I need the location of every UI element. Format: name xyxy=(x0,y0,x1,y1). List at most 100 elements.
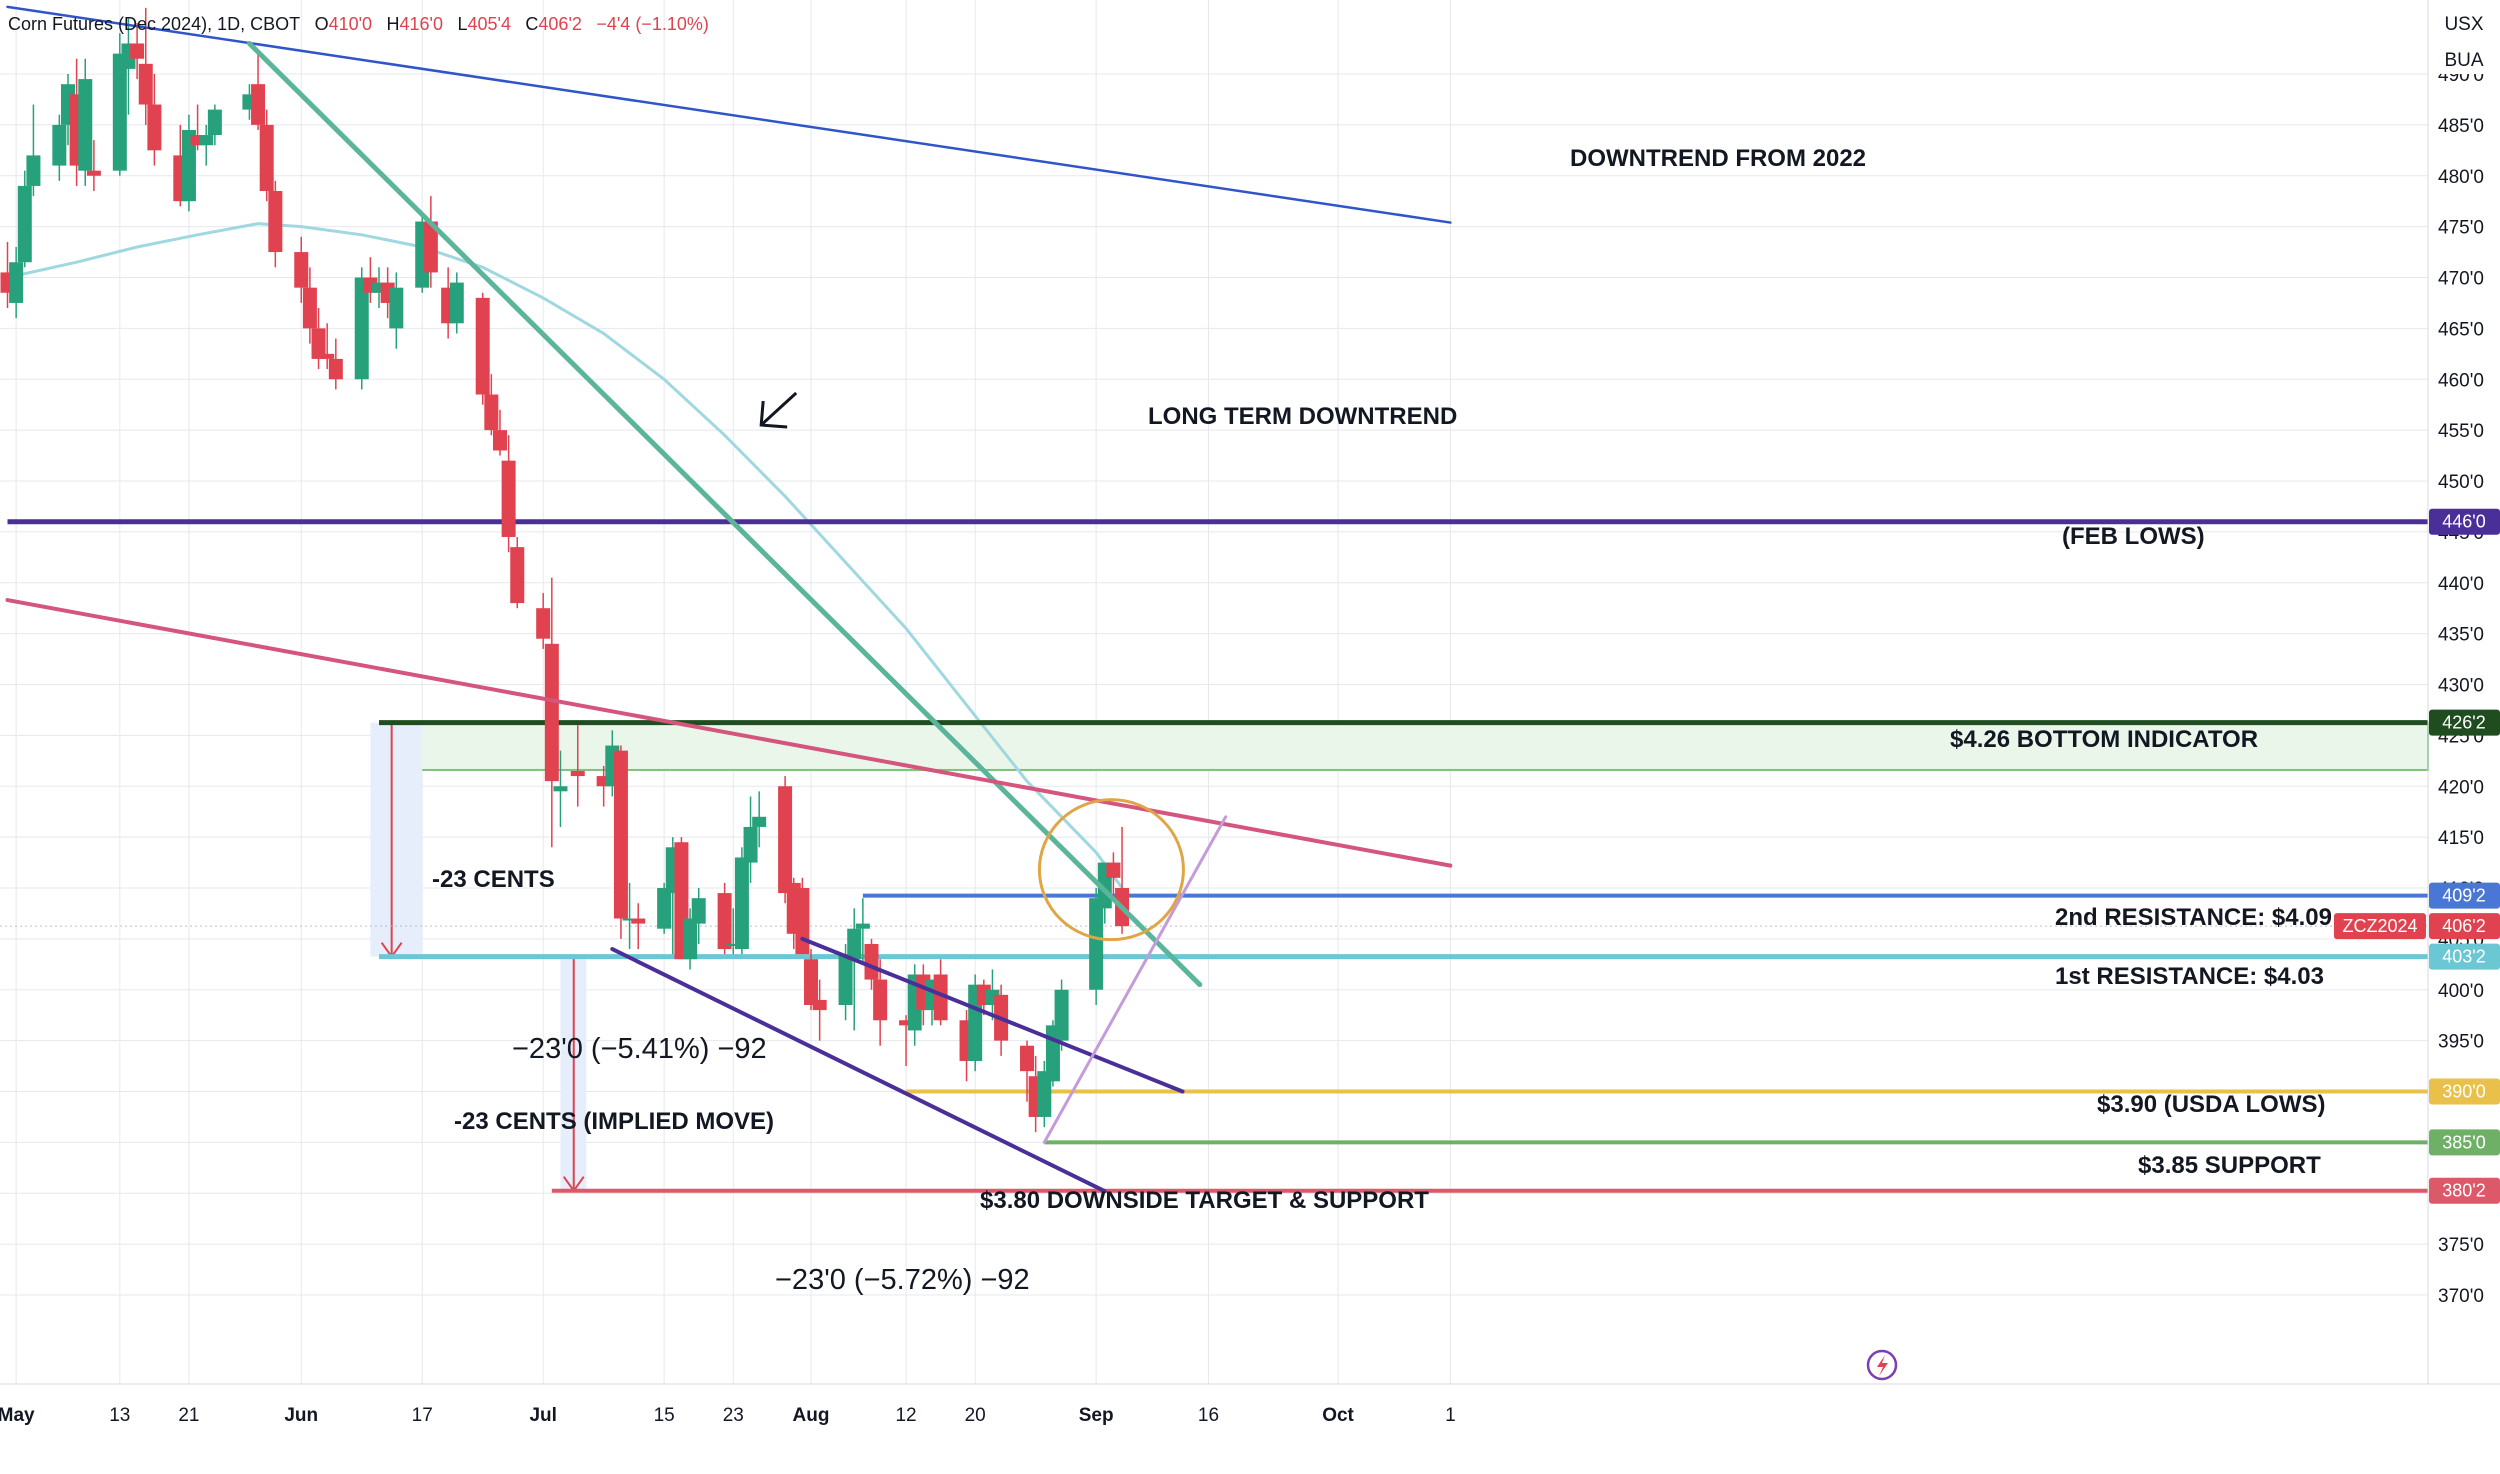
time-axis[interactable]: May 13 21 Jun 17 Jul 15 23 Aug 12 20 Sep 16 Oct 1 xyxy=(0,1405,1456,1426)
price-tick-label: 450'0 xyxy=(2438,472,2484,493)
time-tick-label: Aug xyxy=(793,1405,830,1426)
price-label-feb-lows xyxy=(2429,508,2500,535)
measure-label-1: −23'0 (−5.41%) −92 xyxy=(512,1033,767,1065)
candle-body xyxy=(1054,989,1069,1041)
candle-body xyxy=(726,943,741,946)
candle-body xyxy=(147,104,162,151)
price-axis[interactable]: 490'0485'0480'0475'0470'0465'0460'0455'0… xyxy=(2438,65,2484,1307)
annotation-feb-lows: (FEB LOWS) xyxy=(2062,523,2205,550)
price-label-usda-lows xyxy=(2429,1078,2500,1105)
header-low-value: 405'4 xyxy=(467,14,510,34)
candle-body xyxy=(553,786,568,792)
candle-body xyxy=(1106,862,1121,878)
trendline-pink-trendline xyxy=(5,598,1453,868)
candle-body xyxy=(130,43,145,59)
price-tick-label: 460'0 xyxy=(2438,370,2484,391)
price-tick-label: 420'0 xyxy=(2438,777,2484,798)
pointer-arrow-shaft xyxy=(760,391,798,427)
candle-body xyxy=(657,888,672,929)
candle-body xyxy=(501,460,516,537)
candle-body xyxy=(449,282,464,324)
header-open-label: O xyxy=(315,14,329,34)
candle-body xyxy=(52,124,67,166)
price-tick-label: 370'0 xyxy=(2438,1286,2484,1307)
candle-body xyxy=(86,170,101,176)
candle-body xyxy=(9,262,24,303)
candle-body xyxy=(112,53,127,171)
symbol-tag-box xyxy=(2334,913,2426,940)
trendline-channel-upper xyxy=(800,936,1185,1094)
annotation-long-term-downtrend: LONG TERM DOWNTREND xyxy=(1148,403,1457,430)
time-tick-label: 20 xyxy=(965,1405,986,1426)
lightning-icon[interactable] xyxy=(1866,1349,1898,1381)
annotation-minus-23-implied: -23 CENTS (IMPLIED MOVE) xyxy=(454,1108,774,1135)
candle-body xyxy=(475,297,490,395)
time-tick-label: 15 xyxy=(654,1405,675,1426)
price-tick-label: 375'0 xyxy=(2438,1235,2484,1256)
header-close-label: C xyxy=(525,14,538,34)
price-label-text-usda-lows: 390'0 xyxy=(2442,1082,2485,1102)
measure-label-2: −23'0 (−5.72%) −92 xyxy=(775,1264,1030,1296)
candle-body xyxy=(570,770,585,777)
candle-body xyxy=(743,826,758,863)
header-symbol: Corn Futures (Dec 2024), 1D, CBOT xyxy=(8,14,300,34)
highlight-zone-layer xyxy=(395,722,2429,771)
candle-body xyxy=(1089,898,1104,990)
moving-average-layer xyxy=(7,222,1124,889)
candle-body xyxy=(734,857,749,950)
price-label-resistance-2 xyxy=(2429,882,2500,909)
candle-body xyxy=(613,750,628,919)
candle-body xyxy=(320,353,335,359)
price-tick-label: 475'0 xyxy=(2438,218,2484,239)
candle-body xyxy=(778,786,793,894)
candle-body xyxy=(631,918,646,924)
candle-body xyxy=(199,135,214,146)
header-low-label: L xyxy=(457,14,467,34)
symbol-tag-text: ZCZ2024 xyxy=(2342,916,2417,936)
time-tick-label: Jul xyxy=(529,1405,556,1426)
candle-body xyxy=(536,608,551,639)
grid xyxy=(0,0,2428,1384)
candle-body xyxy=(372,282,387,293)
header-high-value: 416'0 xyxy=(400,14,443,34)
price-label-support-385 xyxy=(2429,1129,2500,1156)
time-tick-label: 23 xyxy=(723,1405,744,1426)
annotation-bottom-indicator: $4.26 BOTTOM INDICATOR xyxy=(1950,726,2258,753)
candle-body xyxy=(864,943,879,980)
price-label-resistance-1 xyxy=(2429,943,2500,970)
candle-body xyxy=(752,816,767,827)
candle-body xyxy=(691,898,706,924)
price-tick-label: 440'0 xyxy=(2438,574,2484,595)
unit-button[interactable] xyxy=(2438,42,2490,74)
currency-button[interactable] xyxy=(2438,6,2490,38)
price-tick-label: 400'0 xyxy=(2438,981,2484,1002)
candle-body xyxy=(544,643,559,782)
candle-body xyxy=(933,974,948,1021)
trendline-long-term-downtrend xyxy=(246,40,1203,988)
time-tick-label: 21 xyxy=(178,1405,199,1426)
time-tick-label: Sep xyxy=(1079,1405,1114,1426)
candle-body xyxy=(328,358,343,380)
candle-body xyxy=(899,1020,914,1026)
candle-body xyxy=(294,252,309,288)
breakout-circle xyxy=(1037,798,1185,942)
price-tick-label: 435'0 xyxy=(2438,625,2484,646)
candle-body xyxy=(389,287,404,329)
candle-body xyxy=(268,191,283,253)
candle-body xyxy=(1037,1071,1052,1117)
price-tick-label: 465'0 xyxy=(2438,319,2484,340)
candle-body xyxy=(492,430,507,451)
header-close-value: 406'2 xyxy=(538,14,581,34)
candle-body xyxy=(190,135,205,146)
header-open-value: 410'0 xyxy=(329,14,372,34)
price-label-text-support-385: 385'0 xyxy=(2442,1132,2485,1152)
candle-body xyxy=(717,893,732,950)
annotation-usda-lows: $3.90 (USDA LOWS) xyxy=(2097,1091,2325,1118)
candles-layer xyxy=(0,7,1130,1133)
time-tick-label: 16 xyxy=(1198,1405,1219,1426)
candle-body xyxy=(78,79,93,171)
price-label-text-feb-lows: 446'0 xyxy=(2442,512,2485,532)
currency-button-label: USX xyxy=(2444,14,2483,35)
price-tick-label: 480'0 xyxy=(2438,167,2484,188)
